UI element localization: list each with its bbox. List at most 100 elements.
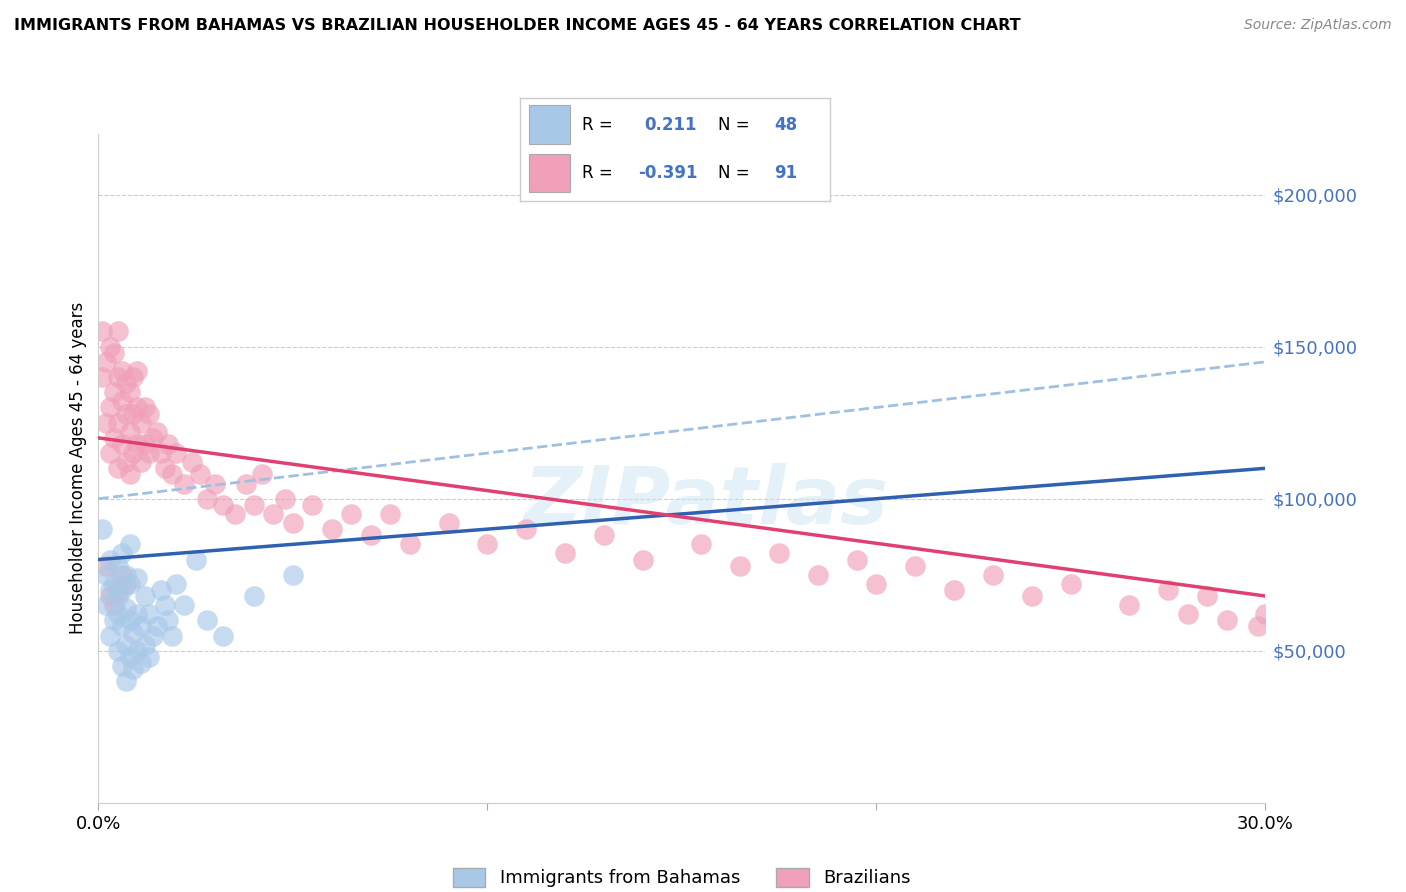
Point xyxy=(173,476,195,491)
Point xyxy=(188,467,211,482)
Point xyxy=(134,437,156,451)
Point xyxy=(98,582,121,597)
Text: N =: N = xyxy=(718,116,749,134)
Point xyxy=(107,589,129,603)
Point xyxy=(340,507,363,521)
Point xyxy=(111,437,134,451)
Point xyxy=(107,582,129,597)
Text: -0.391: -0.391 xyxy=(638,164,697,182)
Point xyxy=(195,613,218,627)
Point xyxy=(378,507,402,521)
Point xyxy=(129,656,152,670)
Point xyxy=(127,644,149,658)
Point xyxy=(157,437,180,451)
Point xyxy=(398,537,420,551)
Point xyxy=(122,407,145,421)
Point xyxy=(142,431,165,445)
Point xyxy=(114,407,136,421)
Y-axis label: Householder Income Ages 45 - 64 years: Householder Income Ages 45 - 64 years xyxy=(69,302,87,634)
Point xyxy=(437,516,460,530)
Point xyxy=(243,589,266,603)
Point xyxy=(118,425,141,439)
Point xyxy=(274,491,297,506)
Point xyxy=(235,476,257,491)
Point xyxy=(224,507,246,521)
Point xyxy=(477,537,499,551)
Point xyxy=(515,522,537,536)
Point xyxy=(1157,582,1180,597)
Text: IMMIGRANTS FROM BAHAMAS VS BRAZILIAN HOUSEHOLDER INCOME AGES 45 - 64 YEARS CORRE: IMMIGRANTS FROM BAHAMAS VS BRAZILIAN HOU… xyxy=(14,18,1021,33)
Point xyxy=(107,325,129,339)
Point xyxy=(281,567,304,582)
Text: 91: 91 xyxy=(773,164,797,182)
Point xyxy=(846,552,869,566)
Point xyxy=(107,644,129,658)
Point xyxy=(114,601,136,615)
Point xyxy=(114,376,136,391)
Point xyxy=(114,455,136,469)
Point xyxy=(118,537,141,551)
Point xyxy=(107,607,129,622)
Point xyxy=(122,625,145,640)
Point xyxy=(1246,619,1268,633)
Point xyxy=(118,577,141,591)
Point xyxy=(111,567,134,582)
Point xyxy=(111,659,134,673)
Point xyxy=(134,589,156,603)
Point xyxy=(138,607,160,622)
Point xyxy=(98,552,121,566)
Text: N =: N = xyxy=(718,164,749,182)
Point xyxy=(103,431,125,445)
Point xyxy=(149,582,172,597)
Point xyxy=(96,567,118,582)
Point xyxy=(865,577,887,591)
Point xyxy=(122,370,145,384)
Point xyxy=(165,446,187,460)
Bar xyxy=(530,153,569,193)
Point xyxy=(554,546,576,560)
Point xyxy=(593,528,616,542)
Point xyxy=(118,467,141,482)
Point xyxy=(981,567,1004,582)
Point xyxy=(127,401,149,415)
Point xyxy=(111,582,134,597)
Point xyxy=(162,628,184,642)
Point xyxy=(114,567,136,582)
Point xyxy=(321,522,343,536)
Point xyxy=(149,446,172,460)
Bar xyxy=(530,105,569,145)
Point xyxy=(118,385,141,400)
Point xyxy=(114,674,136,689)
Point xyxy=(195,491,218,506)
Point xyxy=(129,619,152,633)
Point xyxy=(129,416,152,430)
Point xyxy=(98,401,121,415)
Point xyxy=(127,607,149,622)
Text: R =: R = xyxy=(582,164,613,182)
Point xyxy=(301,498,323,512)
Point xyxy=(96,416,118,430)
Point xyxy=(96,355,118,369)
Point xyxy=(1254,607,1277,622)
Text: 0.211: 0.211 xyxy=(644,116,696,134)
Point xyxy=(134,401,156,415)
Point xyxy=(204,476,226,491)
Point xyxy=(162,467,184,482)
Point xyxy=(134,638,156,652)
Point xyxy=(212,628,235,642)
Point xyxy=(281,516,304,530)
Point xyxy=(98,589,121,603)
Point xyxy=(262,507,284,521)
Point xyxy=(129,455,152,469)
Point xyxy=(103,598,125,612)
Point xyxy=(138,446,160,460)
Point xyxy=(118,613,141,627)
Point xyxy=(103,345,125,359)
Point xyxy=(1215,613,1237,627)
Point xyxy=(184,552,207,566)
Point xyxy=(122,662,145,676)
Text: 48: 48 xyxy=(773,116,797,134)
Text: R =: R = xyxy=(582,116,613,134)
Point xyxy=(360,528,382,542)
Point xyxy=(107,416,129,430)
